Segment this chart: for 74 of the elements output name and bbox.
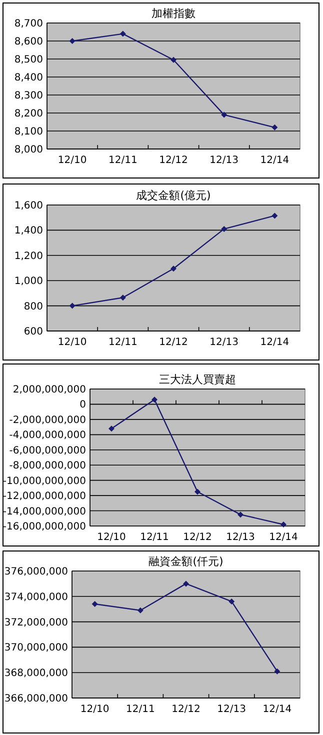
y-tick-label: 1,200: [14, 250, 43, 262]
point: [272, 124, 278, 130]
y-tick-label: 1,000: [14, 276, 43, 288]
y-tick-label: 8,100: [14, 126, 43, 138]
point: [170, 56, 176, 63]
x-tick-label: 12/12: [159, 155, 188, 166]
x-tick-label: 12/13: [210, 337, 239, 348]
point: [92, 601, 98, 608]
x-tick-label: 12/10: [58, 155, 87, 166]
y-tick-label: 8,700: [14, 18, 43, 30]
x-tick-label: 12/14: [260, 337, 290, 348]
x-tick-label: 12/11: [108, 155, 138, 166]
y-tick-label: 600: [24, 326, 43, 338]
chart-title: 融資金額(仟元): [148, 555, 224, 568]
y-tick-label: 8,400: [14, 72, 43, 84]
y-tick-label: 8,500: [14, 54, 43, 66]
y-tick-label: 800: [24, 301, 43, 312]
x-tick-label: 12/12: [172, 704, 200, 715]
x-tick-label: 12/13: [210, 155, 239, 166]
y-tick-label: 1,600: [14, 200, 43, 212]
x-tick-label: 12/13: [226, 532, 255, 543]
y-tick-label: 8,600: [14, 36, 43, 48]
point: [221, 112, 228, 118]
x-tick-label: 12/10: [58, 337, 87, 348]
y-tick-label: 376,000,000: [4, 566, 68, 578]
point: [120, 30, 126, 37]
x-tick-label: 12/11: [140, 532, 169, 543]
y-tick-label: -16,000,000,000: [2, 522, 86, 532]
point: [183, 580, 189, 587]
point: [108, 426, 114, 432]
x-tick-label: 12/12: [183, 532, 212, 543]
y-tick-label: 370,000,000: [4, 642, 68, 654]
point: [228, 598, 235, 604]
point: [280, 521, 286, 528]
point: [69, 38, 76, 44]
chart-title: 成交金額(億元): [136, 189, 211, 202]
x-tick-label: 12/11: [108, 337, 138, 348]
y-tick-label: 374,000,000: [4, 592, 68, 603]
point: [69, 302, 76, 309]
point: [170, 266, 176, 272]
chart-title: 加權指數: [152, 7, 196, 20]
point: [274, 668, 280, 674]
point: [221, 226, 228, 232]
y-tick-label: 0: [80, 400, 86, 411]
x-tick-label: 12/13: [217, 704, 246, 715]
x-tick-label: 12/14: [269, 532, 298, 543]
y-tick-label: 8,200: [14, 108, 43, 120]
y-tick-label: 2,000,000,000: [12, 384, 86, 396]
y-tick-label: -10,000,000,000: [2, 476, 86, 487]
x-tick-label: 12/11: [126, 704, 155, 715]
point: [137, 607, 144, 614]
x-tick-label: 12/14: [262, 704, 292, 715]
point: [238, 512, 244, 518]
y-tick-label: -8,000,000,000: [9, 460, 86, 472]
x-tick-label: 12/12: [159, 337, 188, 348]
y-tick-label: -2,000,000,000: [9, 414, 86, 426]
y-tick-label: -12,000,000,000: [2, 491, 86, 502]
y-tick-label: 8,000: [14, 144, 43, 156]
x-tick-label: 12/14: [260, 155, 290, 166]
y-tick-label: -14,000,000,000: [2, 506, 86, 518]
y-tick-label: 8,300: [14, 90, 43, 102]
y-tick-label: 366,000,000: [4, 694, 68, 704]
point: [194, 488, 200, 495]
y-tick-label: -6,000,000,000: [9, 445, 86, 456]
chart-title: 三大法人買賣超: [159, 373, 236, 386]
x-tick-label: 12/10: [97, 532, 126, 543]
y-tick-label: 372,000,000: [4, 617, 68, 628]
y-tick-label: 368,000,000: [4, 668, 68, 680]
point: [152, 396, 158, 403]
y-tick-label: -4,000,000,000: [9, 430, 86, 442]
point: [120, 294, 126, 301]
x-tick-label: 12/10: [80, 704, 110, 715]
point: [272, 212, 278, 219]
y-tick-label: 1,400: [14, 226, 43, 237]
